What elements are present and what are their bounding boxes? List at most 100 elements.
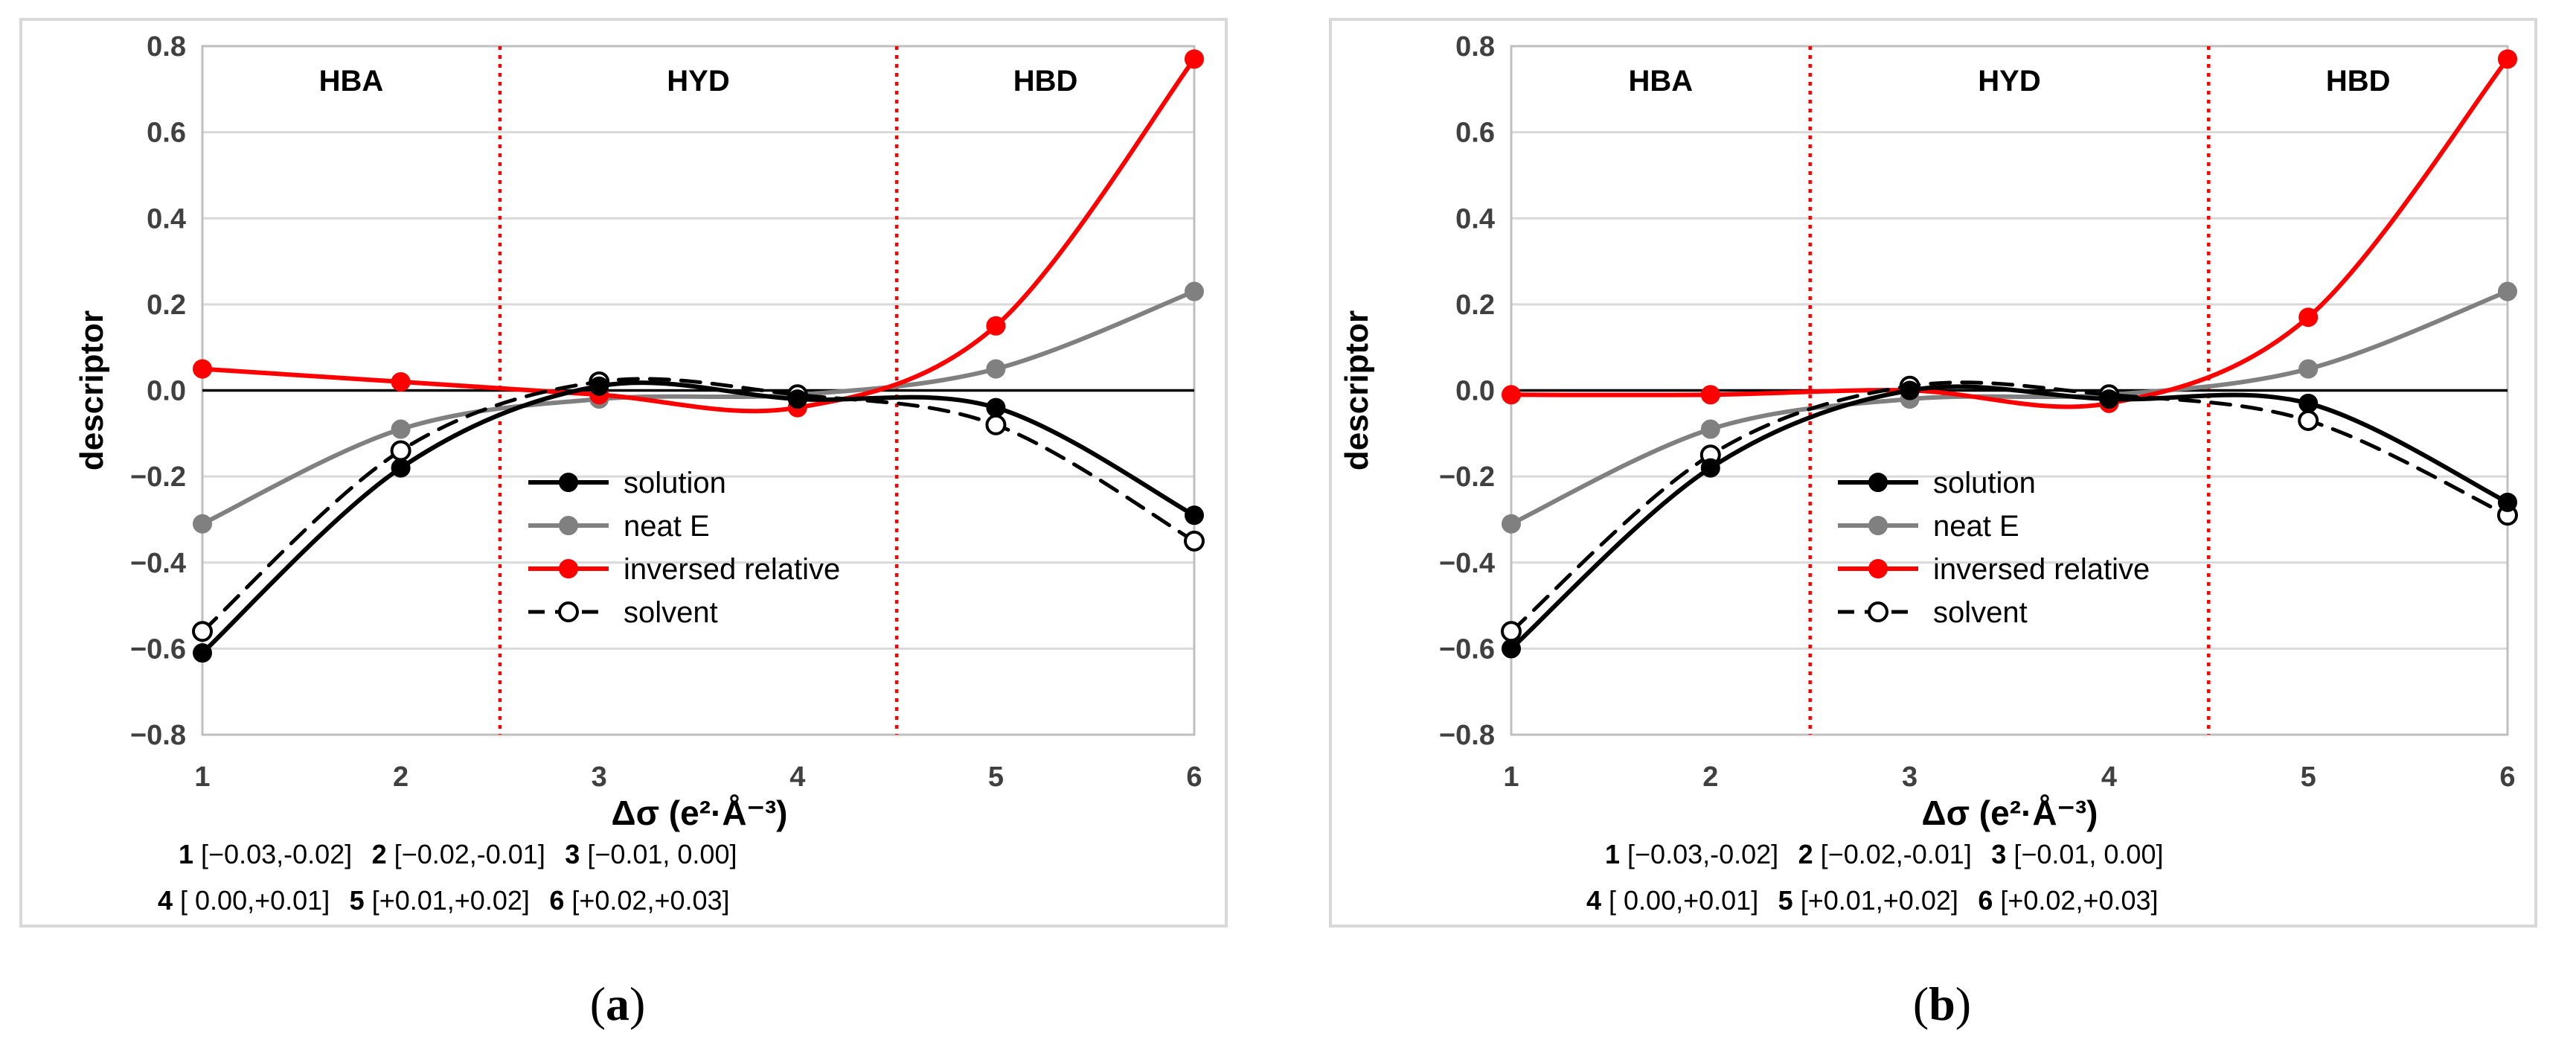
bin-number: 6 [1978,885,1993,916]
data-point-solution [193,643,212,663]
series-line-solvent [200,377,1196,633]
y-tick-label: 0.8 [147,31,186,63]
bin-number: 4 [158,885,173,916]
region-label: HBA [1629,65,1694,98]
data-point-solution [2099,389,2119,409]
chart-frame [1329,18,2537,928]
y-tick-label: 0.0 [1455,376,1495,407]
x-tick-label: 2 [1702,762,1718,793]
y-tick-label: −0.2 [130,462,186,493]
data-point-solvent [1184,530,1205,552]
bin-number: 1 [1605,839,1620,869]
panel-caption: (a) [590,977,646,1030]
legend-marker [1868,559,1888,578]
data-point-solvent [2298,409,2319,431]
data-point-neat-E [986,359,1006,379]
data-point-inversed-relative [193,359,212,379]
bin-number: 2 [372,839,387,869]
y-tick-label: 0.2 [1455,290,1495,321]
y-tick-label: −0.8 [130,720,186,751]
legend-label: inversed relative [1933,553,2150,586]
series-line-inversed-relative [200,57,1196,414]
bin-number: 4 [1586,885,1601,916]
data-point-inversed-relative [2498,49,2517,69]
chart-panel-b: 0.8 0.6 0.4 0.2 0.0 −0.2 −0.4 −0.6 −0.8 HBA HYD HBD… [1329,18,2537,1030]
legend-label: neat E [1933,510,2019,543]
series-line-neat-E [1509,289,2510,526]
series-line-neat-E [200,289,1196,526]
data-point-inversed-relative [1700,385,1720,405]
bin-range: [−0.03,-0.02] [193,839,352,869]
data-point-inversed-relative [1502,385,1521,405]
y-axis-label: descriptor [1339,310,1375,470]
x-tick-label: 6 [1186,762,1202,793]
legend-label: solution [624,467,726,499]
data-point-solution [1185,505,1204,526]
bin-number: 5 [1778,885,1793,916]
x-tick-label: 3 [1902,762,1917,793]
y-tick-label: −0.8 [1439,720,1495,751]
y-tick-label: 0.8 [1455,31,1495,63]
legend-label: solution [1933,467,2036,499]
y-tick-label: −0.6 [130,633,186,665]
y-tick-label: −0.4 [1439,548,1495,579]
x-tick-label: 1 [194,762,210,793]
bin-range: [ 0.00,+0.01] [173,885,330,916]
x-axis-label: Δσ (e²·Å⁻³) [612,794,788,832]
y-tick-label: 0.0 [147,376,186,407]
y-tick-label: 0.6 [147,118,186,149]
data-point-inversed-relative [391,371,411,392]
bin-number: 2 [1798,839,1813,869]
data-point-solution [787,389,807,409]
caption-close-paren: ) [1955,977,1971,1030]
legend-label: neat E [624,510,710,543]
y-tick-label: 0.4 [147,203,186,234]
data-point-neat-E [1502,514,1521,534]
data-point-solvent [985,414,1007,435]
data-point-solvent [390,440,411,462]
region-label: HBD [2326,65,2391,98]
data-point-solvent [192,621,213,642]
region-label: HBA [319,65,384,98]
caption-open-paren: ( [590,977,606,1030]
bin-range: [−0.02,-0.01] [1813,839,1972,869]
x-tick-label: 5 [2301,762,2316,793]
bin-range: [+0.02,+0.03] [564,885,729,916]
legend-label: inversed relative [624,553,840,586]
legend-marker [1868,601,1888,622]
data-point-neat-E [2298,359,2319,379]
bin-range: [−0.01, 0.00] [2006,839,2163,869]
data-point-inversed-relative [986,316,1006,336]
data-point-solution [1502,639,1521,659]
bin-range: [−0.01, 0.00] [580,839,737,869]
legend-label: solvent [624,596,718,629]
bin-range: [+0.01,+0.02] [365,885,530,916]
bin-number: 5 [350,885,365,916]
caption-open-paren: ( [1913,977,1929,1030]
data-point-solvent [1501,621,1522,642]
region-label: HYD [1978,65,2040,98]
data-point-solution [2498,492,2517,512]
x-tick-label: 6 [2499,762,2515,793]
x-tick-label: 4 [789,762,805,793]
data-point-solution [986,398,1006,418]
region-label: HYD [667,65,729,98]
bin-range: [ 0.00,+0.01] [1601,885,1758,916]
data-point-neat-E [1185,281,1204,301]
bin-range-row: 4 [ 0.00,+0.01] 5 [+0.01,+0.02] 6 [+0.02… [1586,885,2159,916]
x-tick-label: 5 [988,762,1004,793]
bin-number: 3 [565,839,580,869]
series-line-solution [200,380,1196,656]
legend-marker [559,473,578,492]
y-tick-label: −0.6 [1439,633,1495,665]
y-tick-label: −0.2 [1439,462,1495,493]
legend-label: solvent [1933,596,2028,629]
bin-range: [+0.01,+0.02] [1793,885,1958,916]
x-tick-label: 3 [592,762,607,793]
legend-marker [558,601,579,622]
data-point-neat-E [1700,419,1720,439]
legend-marker [1868,516,1888,535]
chart-frame [19,18,1228,928]
y-tick-label: 0.2 [147,290,186,321]
data-point-solution [2298,393,2319,413]
